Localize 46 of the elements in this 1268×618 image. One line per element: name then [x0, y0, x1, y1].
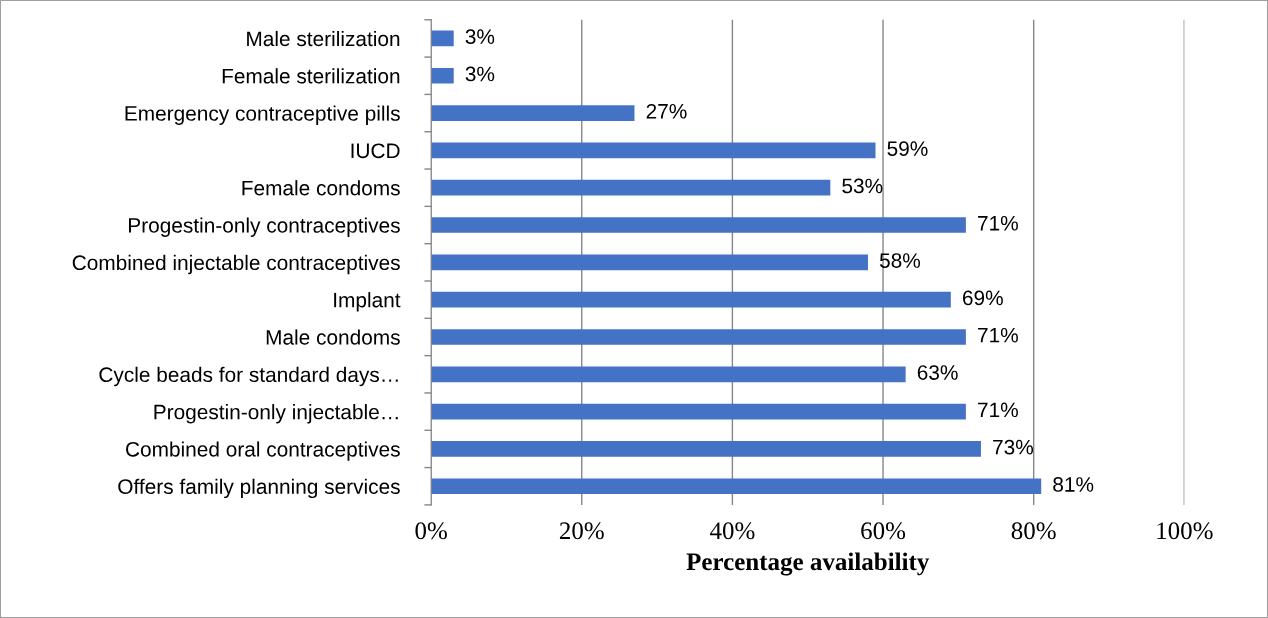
bar: [431, 291, 951, 308]
bar: [431, 329, 966, 345]
data-label: 3%: [465, 29, 495, 45]
y-tick-label: Female sterilization: [222, 68, 400, 84]
bar: [431, 478, 1042, 495]
data-label: 69%: [962, 290, 1003, 306]
bar: [431, 217, 966, 233]
y-tick-label: Combined injectable contraceptives: [72, 254, 400, 275]
bar: [431, 254, 868, 271]
y-tick-label: Emergency contraceptive pills: [125, 105, 400, 125]
data-label: 71%: [978, 215, 1018, 231]
data-label: 58%: [879, 253, 921, 268]
data-label: 53%: [842, 178, 883, 194]
bar: [431, 30, 454, 47]
bar: [431, 105, 635, 121]
x-axis-title: Percentage availability: [686, 552, 930, 576]
y-tick-label: Progestin-only injectable…: [154, 404, 398, 424]
y-tick-label: Cycle beads for standard days…: [99, 366, 398, 387]
bar: [431, 179, 831, 196]
y-tick-label: Combined oral contraceptives: [126, 441, 400, 461]
data-label: 71%: [978, 327, 1018, 343]
data-label: 63%: [917, 365, 958, 380]
bar: [431, 366, 906, 383]
data-label: 27%: [646, 103, 687, 119]
bar: [431, 403, 966, 420]
y-tick-label: Implant: [334, 292, 401, 312]
x-tick-label: 20%: [559, 522, 604, 540]
x-tick-label: 40%: [709, 522, 755, 540]
x-tick-label: 60%: [861, 522, 906, 540]
y-tick-label: Progestin-only contraceptives: [129, 217, 400, 237]
y-tick-label: IUCD: [351, 143, 400, 159]
y-tick-label: Female condoms: [242, 180, 400, 196]
y-tick-label: Male sterilization: [247, 30, 400, 47]
bar: [431, 441, 981, 457]
y-tick-label: Offers family planning services: [118, 478, 400, 499]
x-tick-label: 0%: [415, 522, 447, 540]
y-tick-label: Male condoms: [266, 329, 400, 345]
data-label: 59%: [887, 141, 928, 156]
data-label: 3%: [465, 66, 495, 82]
data-label: 71%: [978, 402, 1018, 418]
x-tick-label: 100%: [1157, 522, 1213, 540]
data-label: 81%: [1053, 477, 1094, 492]
bar: [431, 142, 876, 159]
bar: [431, 67, 454, 84]
data-label: 73%: [993, 439, 1034, 455]
x-tick-label: 80%: [1011, 522, 1056, 540]
